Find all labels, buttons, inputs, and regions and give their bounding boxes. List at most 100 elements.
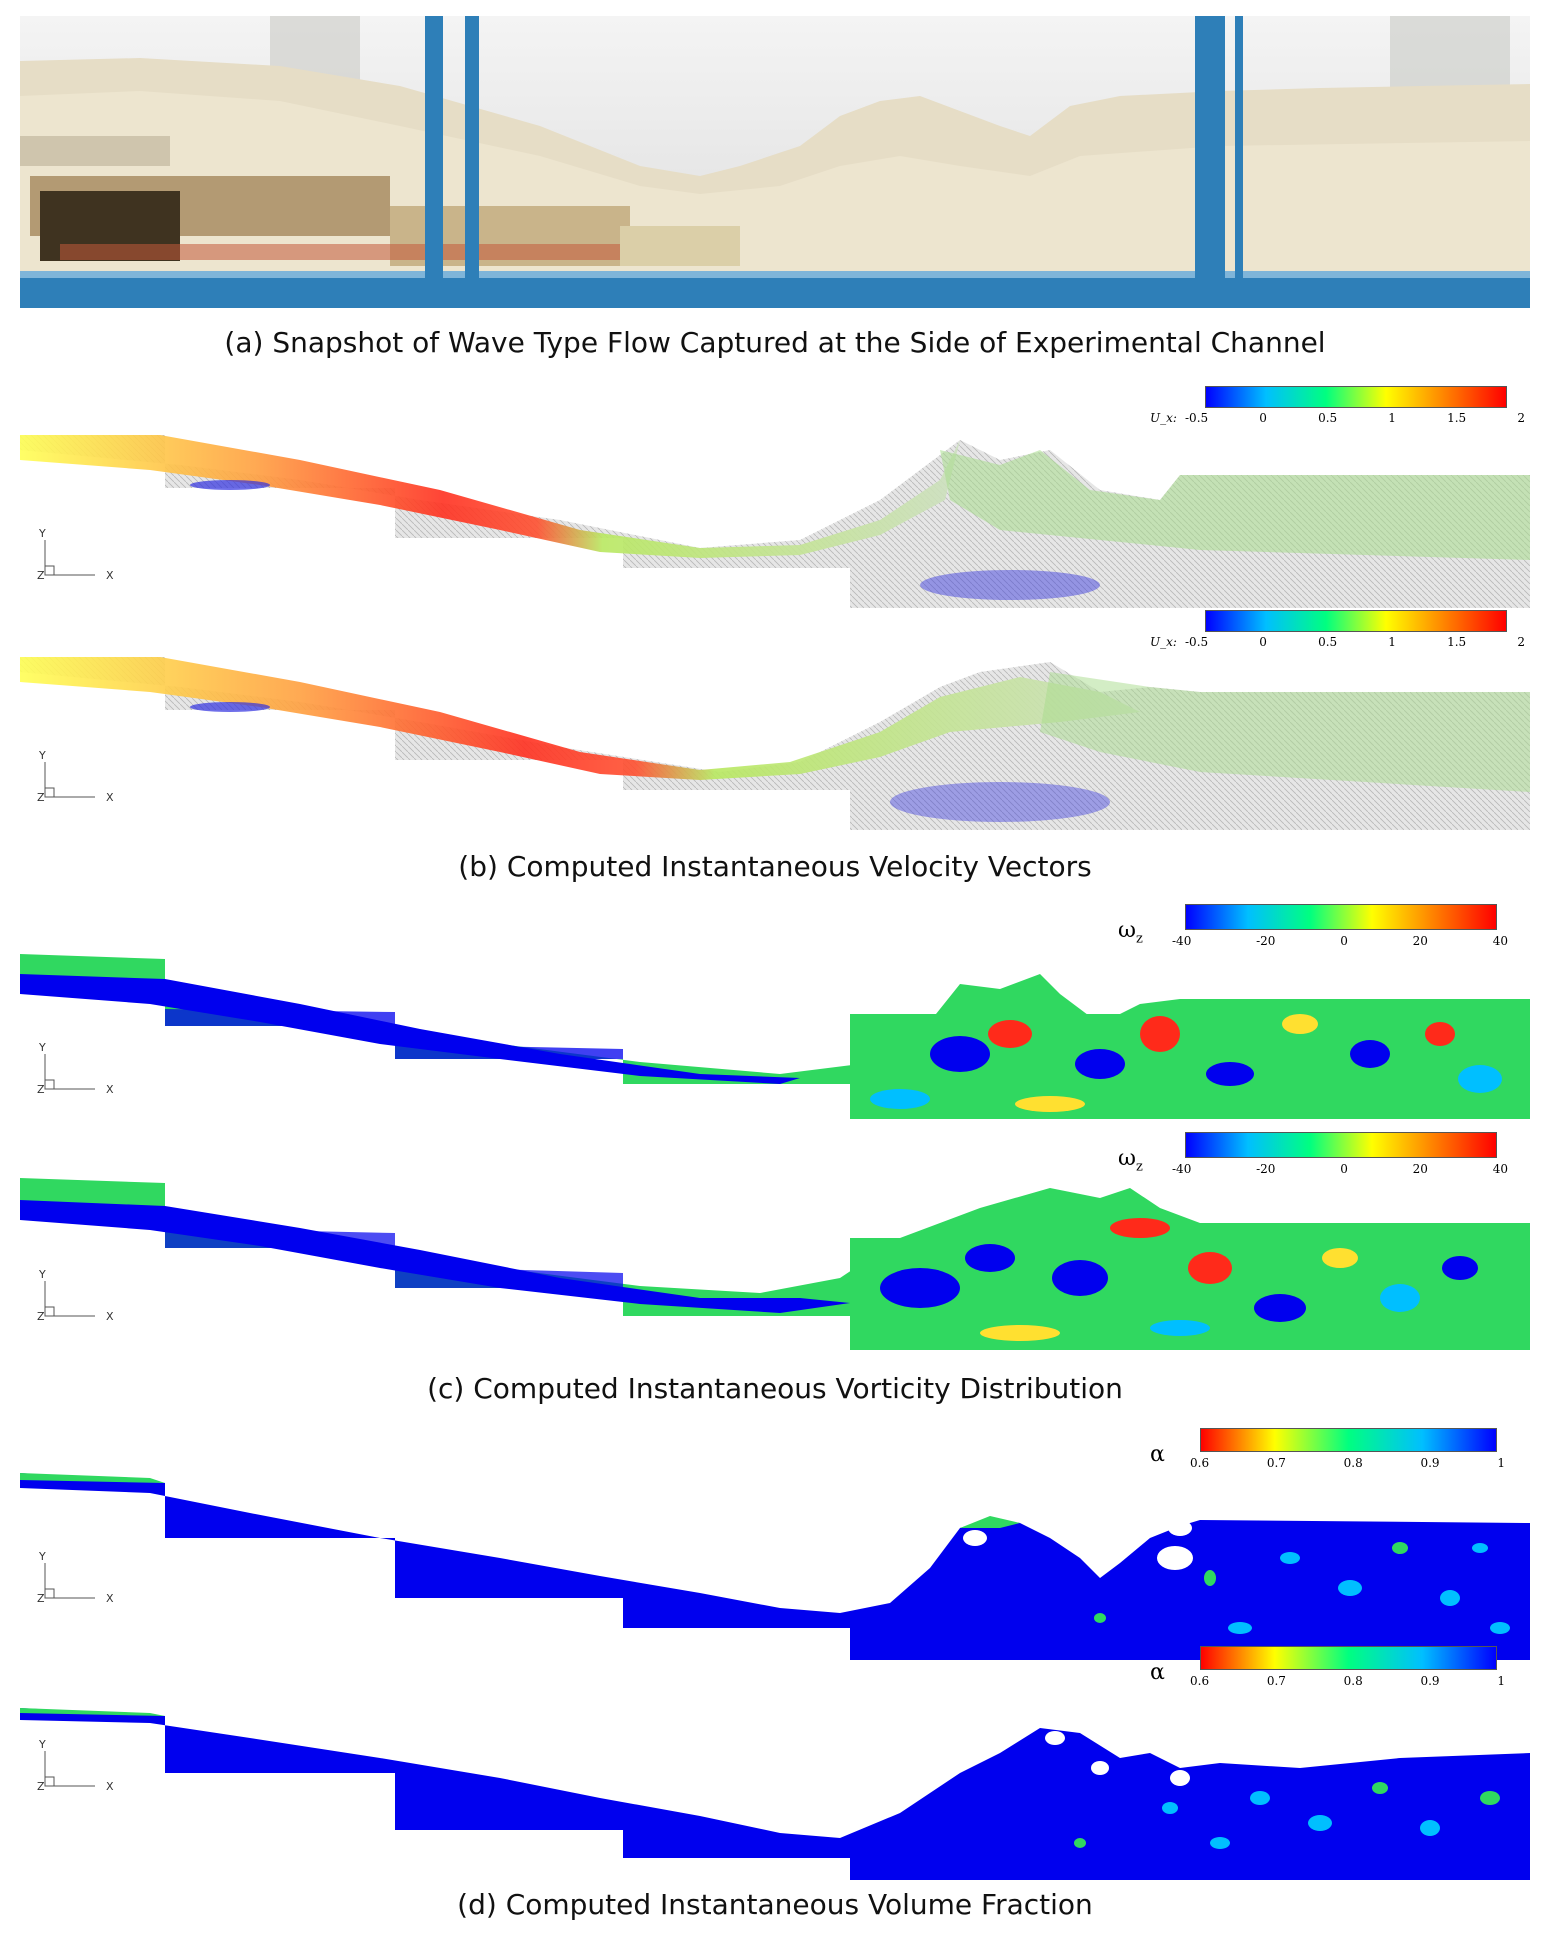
velocity-colorbar-ticks: -0.5 0 0.5 1 1.5 2 [1185, 411, 1525, 425]
tick: 2 [1517, 411, 1525, 425]
tick: 0.7 [1266, 1674, 1286, 1688]
axis-y-label: Y [38, 1268, 46, 1281]
tick: 0.5 [1318, 411, 1338, 425]
volume-fraction-panel-2: Y X Z α 0.6 0.7 0.8 0.9 1 [0, 1646, 1550, 1883]
tick: 0.5 [1318, 635, 1338, 649]
velocity-colorbar-label: U_x: [1150, 635, 1177, 649]
volume-colorbar-1 [1200, 1428, 1497, 1452]
tick: 0.8 [1343, 1456, 1363, 1470]
vorticity-panel-1: Y X Z ωz -40 -20 0 20 40 [0, 904, 1550, 1124]
velocity-colorbar-ticks: -0.5 0 0.5 1 1.5 2 [1185, 635, 1525, 649]
axis-x-label: X [106, 1592, 114, 1605]
axis-x-label: X [106, 791, 114, 804]
axis-z-label: Z [37, 569, 45, 582]
axis-x-label: X [106, 1780, 114, 1793]
caption-b: (b) Computed Instantaneous Velocity Vect… [458, 850, 1092, 883]
vorticity-colorbar-ticks: -40 -20 0 20 40 [1172, 934, 1508, 948]
axis-z-label: Z [37, 791, 45, 804]
tick: -0.5 [1185, 411, 1209, 425]
axis-y-label: Y [38, 527, 46, 540]
tick: 20 [1412, 1162, 1428, 1176]
vortex-blobs [870, 1014, 1502, 1112]
velocity-colorbar-1 [1205, 386, 1507, 408]
axis-triad-icon [44, 762, 95, 798]
axis-z-label: Z [37, 1083, 45, 1096]
volume-colorbar-ticks: 0.6 0.7 0.8 0.9 1 [1190, 1456, 1505, 1470]
axis-z-label: Z [37, 1310, 45, 1323]
bubble-blobs [963, 1520, 1510, 1634]
vorticity-field-2: Y X Z [20, 1178, 1530, 1350]
axis-x-label: X [106, 569, 114, 582]
axis-z-label: Z [37, 1592, 45, 1605]
axis-z-label: Z [37, 1780, 45, 1793]
axis-y-label: Y [38, 1041, 46, 1054]
vorticity-colorbar-label: ωz [1118, 1146, 1143, 1174]
vorticity-colorbar-label: ωz [1118, 918, 1143, 946]
tick: 0 [1340, 934, 1348, 948]
tick: -0.5 [1185, 635, 1209, 649]
velocity-panel-1: Y X Z U_x: -0.5 0 0.5 1 1.5 2 [0, 380, 1550, 610]
caption-d: (d) Computed Instantaneous Volume Fracti… [457, 1888, 1093, 1921]
tick: 0.7 [1266, 1456, 1286, 1470]
tick: -40 [1172, 1162, 1192, 1176]
tick: 0.9 [1420, 1456, 1440, 1470]
volume-colorbar-label: α [1150, 1660, 1165, 1685]
tick: 1.5 [1447, 411, 1467, 425]
vorticity-colorbar-1 [1185, 904, 1497, 930]
tick: -20 [1256, 1162, 1276, 1176]
volume-colorbar-ticks: 0.6 0.7 0.8 0.9 1 [1190, 1674, 1505, 1688]
experimental-photo [20, 16, 1530, 308]
axis-x-label: X [106, 1083, 114, 1096]
velocity-colorbar-label: U_x: [1150, 411, 1177, 425]
volume-fraction-panel-1: Y X Z α 0.6 0.7 0.8 0.9 1 [0, 1428, 1550, 1663]
tick: 40 [1492, 934, 1508, 948]
tick: 1 [1388, 411, 1396, 425]
photo-graphic [20, 16, 1530, 308]
volume-fraction-field-1: Y X Z [20, 1473, 1530, 1660]
tick: 0 [1259, 635, 1267, 649]
axis-y-label: Y [38, 1738, 46, 1751]
tick: 0.6 [1190, 1674, 1210, 1688]
axis-triad-icon [44, 1054, 95, 1090]
tick: 0.8 [1343, 1674, 1363, 1688]
tick: 20 [1412, 934, 1428, 948]
tick: 0 [1259, 411, 1267, 425]
tick: 2 [1517, 635, 1525, 649]
tick: 1 [1497, 1456, 1505, 1470]
axis-x-label: X [106, 1310, 114, 1323]
volume-fraction-field-2: Y X Z [20, 1708, 1530, 1880]
vortex-blobs [880, 1218, 1478, 1341]
velocity-field-1: Y X Z [20, 435, 1530, 608]
omega-symbol: ω [1118, 1146, 1136, 1171]
velocity-field-2: Y X Z [20, 657, 1530, 830]
tick: -40 [1172, 934, 1192, 948]
axis-y-label: Y [38, 749, 46, 762]
omega-symbol: ω [1118, 918, 1136, 943]
tick: 0.9 [1420, 1674, 1440, 1688]
tick: 0.6 [1190, 1456, 1210, 1470]
vorticity-field-1: Y X Z [20, 954, 1530, 1119]
vorticity-colorbar-ticks: -40 -20 0 20 40 [1172, 1162, 1508, 1176]
caption-c: (c) Computed Instantaneous Vorticity Dis… [427, 1372, 1123, 1405]
tick: 1 [1497, 1674, 1505, 1688]
volume-colorbar-2 [1200, 1646, 1497, 1670]
vorticity-colorbar-2 [1185, 1132, 1497, 1158]
omega-subscript: z [1135, 931, 1143, 947]
velocity-colorbar-2 [1205, 610, 1507, 632]
axis-triad-icon [44, 1563, 95, 1599]
tick: 1.5 [1447, 635, 1467, 649]
tick: -20 [1256, 934, 1276, 948]
omega-subscript: z [1135, 1159, 1143, 1175]
axis-y-label: Y [38, 1550, 46, 1563]
axis-triad-icon [44, 540, 95, 576]
tick: 0 [1340, 1162, 1348, 1176]
tick: 1 [1388, 635, 1396, 649]
axis-triad-icon [44, 1281, 95, 1317]
caption-a: (a) Snapshot of Wave Type Flow Captured … [224, 326, 1326, 359]
tick: 40 [1492, 1162, 1508, 1176]
volume-colorbar-label: α [1150, 1442, 1165, 1467]
bubble-blobs [1045, 1731, 1500, 1849]
axis-triad-icon [44, 1751, 95, 1787]
vorticity-panel-2: Y X Z ωz -40 -20 0 20 40 [0, 1128, 1550, 1353]
velocity-panel-2: Y X Z U_x: -0.5 0 0.5 1 1.5 2 [0, 602, 1550, 832]
